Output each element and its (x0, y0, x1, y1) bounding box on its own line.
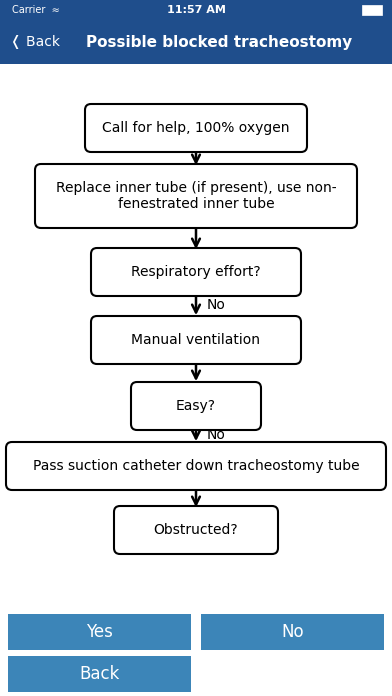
Bar (0, 20, 392, 64)
FancyBboxPatch shape (114, 506, 278, 554)
Text: Respiratory effort?: Respiratory effort? (131, 265, 261, 279)
Text: Carrier  ≈: Carrier ≈ (12, 5, 60, 15)
Bar (8, 614, 191, 650)
Bar (8, 656, 191, 692)
Text: Possible blocked tracheostomy: Possible blocked tracheostomy (86, 35, 353, 49)
Text: Yes: Yes (86, 623, 113, 641)
Text: No: No (281, 623, 304, 641)
Text: Manual ventilation: Manual ventilation (131, 333, 261, 347)
Bar (362, 5, 382, 15)
Text: ❬ Back: ❬ Back (10, 35, 60, 49)
Text: Back: Back (79, 665, 120, 683)
FancyBboxPatch shape (91, 248, 301, 296)
FancyBboxPatch shape (131, 382, 261, 430)
Text: Replace inner tube (if present), use non-
fenestrated inner tube: Replace inner tube (if present), use non… (56, 181, 336, 211)
Text: Call for help, 100% oxygen: Call for help, 100% oxygen (102, 121, 290, 135)
Text: Pass suction catheter down tracheostomy tube: Pass suction catheter down tracheostomy … (33, 459, 359, 473)
Text: 11:57 AM: 11:57 AM (167, 5, 225, 15)
Text: No: No (207, 428, 226, 442)
FancyBboxPatch shape (91, 316, 301, 364)
Text: Easy?: Easy? (176, 399, 216, 413)
Bar (0, 0, 392, 20)
Bar (201, 614, 384, 650)
FancyBboxPatch shape (85, 104, 307, 152)
Text: Obstructed?: Obstructed? (154, 523, 238, 537)
FancyBboxPatch shape (6, 442, 386, 490)
Text: No: No (207, 298, 226, 312)
FancyBboxPatch shape (35, 164, 357, 228)
